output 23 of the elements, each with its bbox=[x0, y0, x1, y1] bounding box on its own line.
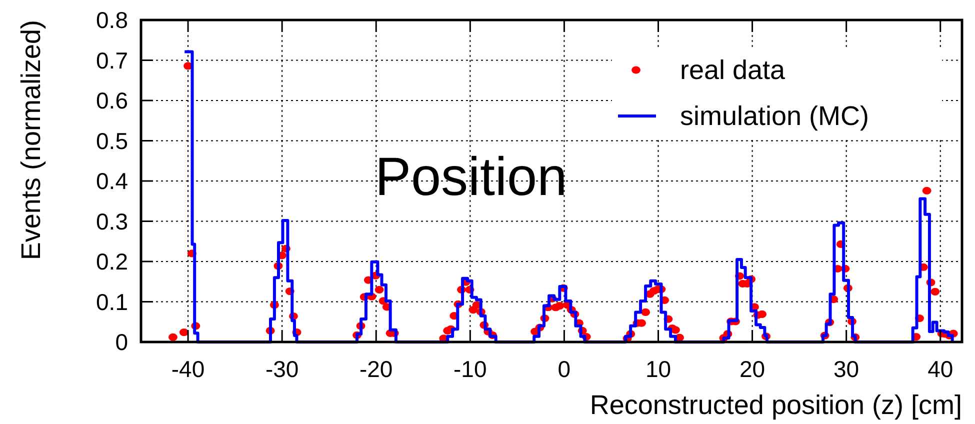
x-tick-label: 30 bbox=[834, 356, 860, 382]
y-tick-label: 0.3 bbox=[96, 208, 128, 234]
x-axis-title: Reconstructed position (z) [cm] bbox=[590, 390, 962, 420]
y-tick-label: 0.8 bbox=[96, 7, 128, 33]
y-axis-title: Events (normalized) bbox=[16, 20, 46, 260]
x-tick-label: 10 bbox=[645, 356, 672, 382]
x-tick-label: -40 bbox=[171, 356, 205, 382]
x-tick-label: 40 bbox=[928, 356, 954, 382]
x-tick-label: -20 bbox=[359, 356, 393, 382]
legend-label: real data bbox=[680, 55, 786, 85]
x-tick-label: 20 bbox=[739, 356, 766, 382]
y-tick-label: 0.6 bbox=[96, 88, 128, 114]
y-tick-label: 0.2 bbox=[96, 248, 128, 274]
text: Position bbox=[375, 147, 568, 207]
x-tick-label: -30 bbox=[265, 356, 299, 382]
x-tick-label: 0 bbox=[558, 356, 571, 382]
y-tick-label: 0.4 bbox=[96, 168, 128, 194]
y-tick-label: 0.5 bbox=[96, 128, 128, 154]
legend-label: simulation (MC) bbox=[680, 101, 870, 131]
y-tick-label: 0 bbox=[115, 329, 128, 355]
y-tick-label: 0.7 bbox=[96, 47, 128, 74]
x-tick-label: -10 bbox=[454, 356, 487, 382]
y-tick-label: 0.1 bbox=[96, 288, 128, 315]
